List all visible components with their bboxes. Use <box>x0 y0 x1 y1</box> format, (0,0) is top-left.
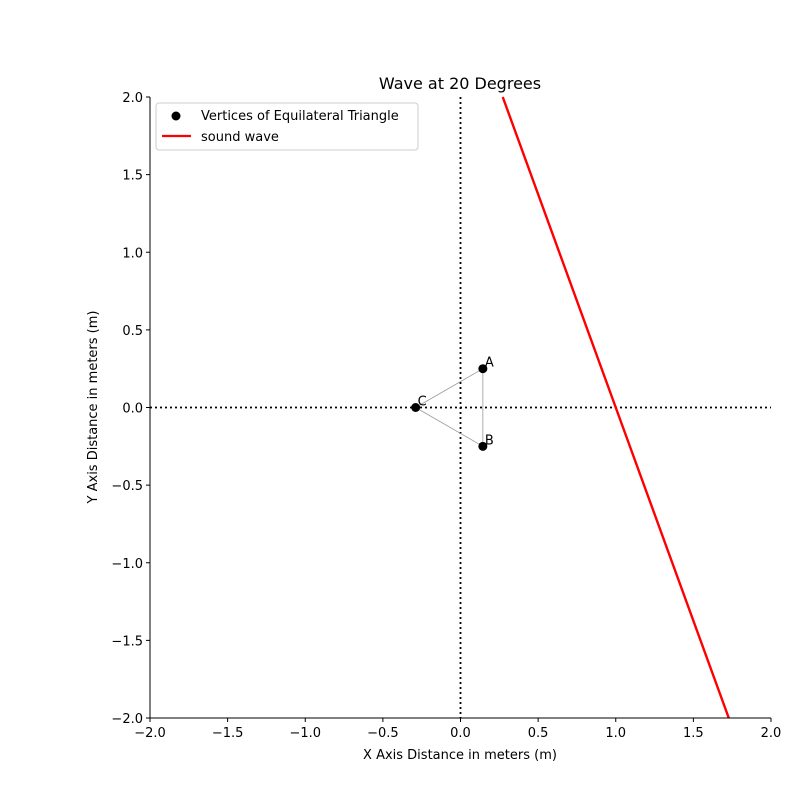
vertex-label-b: B <box>485 433 494 448</box>
x-tick-label: 2.0 <box>761 726 782 741</box>
y-tick-label: 1.0 <box>122 246 143 261</box>
triangle-edge <box>415 368 484 408</box>
legend-label-vertices: Vertices of Equilateral Triangle <box>201 109 399 124</box>
legend-box <box>155 102 419 151</box>
y-tick-label: −0.5 <box>111 479 143 494</box>
y-tick-label: −1.0 <box>111 557 143 572</box>
vertex-point-a <box>478 364 488 374</box>
x-tick-label: 0.0 <box>450 726 471 741</box>
y-tick-label: 0.0 <box>122 402 143 417</box>
vertex-label-c: C <box>418 395 427 410</box>
legend: Vertices of Equilateral Triangle sound w… <box>155 102 419 151</box>
vertex-points: A B C <box>411 356 494 451</box>
reference-lines <box>150 97 771 718</box>
vertex-point-c <box>411 403 421 412</box>
y-tick-label: −1.5 <box>111 634 143 649</box>
vertex-label-a: A <box>485 356 494 371</box>
y-tick-label: 1.5 <box>122 169 143 184</box>
legend-marker-vertices <box>171 111 181 121</box>
chart-title: Wave at 20 Degrees <box>379 74 541 93</box>
x-tick-label: 1.0 <box>605 726 626 741</box>
x-axis-title: X Axis Distance in meters (m) <box>363 748 557 763</box>
y-tick-label: −2.0 <box>111 712 143 727</box>
x-tick-label: −0.5 <box>367 726 399 741</box>
sound-wave-line <box>501 96 730 719</box>
legend-label-sound-wave: sound wave <box>201 130 279 145</box>
vertex-point-b <box>478 441 488 451</box>
sound-wave-layer <box>501 96 730 719</box>
y-tick-label: 2.0 <box>122 91 143 106</box>
y-tick-label: 0.5 <box>122 324 143 339</box>
y-ticks: −2.0 −1.5 −1.0 −0.5 0.0 0.5 1.0 1.5 2.0 <box>111 91 150 727</box>
x-ticks: −2.0 −1.5 −1.0 −0.5 0.0 0.5 1.0 1.5 2.0 <box>134 718 781 741</box>
x-tick-label: 1.5 <box>683 726 704 741</box>
x-tick-label: −1.0 <box>289 726 321 741</box>
x-tick-label: −2.0 <box>134 726 166 741</box>
triangle-edges <box>415 368 484 447</box>
triangle-edge <box>415 407 484 447</box>
x-tick-label: 0.5 <box>528 726 549 741</box>
y-axis-title: Y Axis Distance in meters (m) <box>86 311 101 505</box>
x-tick-label: −1.5 <box>212 726 244 741</box>
